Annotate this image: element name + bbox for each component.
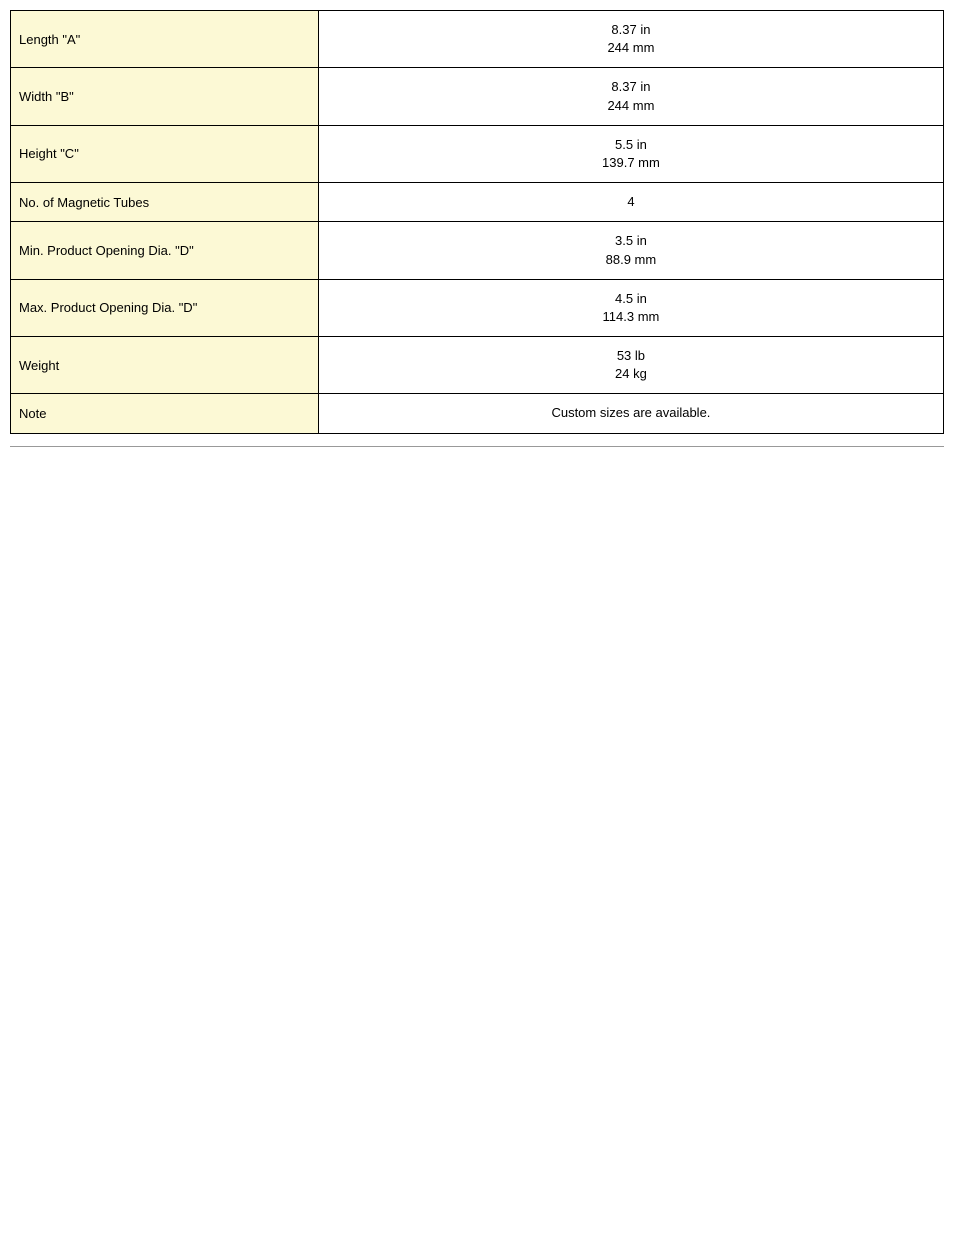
table-row: No. of Magnetic Tubes 4 bbox=[11, 183, 944, 222]
divider bbox=[10, 446, 944, 447]
table-row: Weight 53 lb 24 kg bbox=[11, 337, 944, 394]
table-row: Length "A" 8.37 in 244 mm bbox=[11, 11, 944, 68]
table-row: Note Custom sizes are available. bbox=[11, 394, 944, 433]
spec-value: Custom sizes are available. bbox=[318, 394, 943, 433]
table-row: Height "C" 5.5 in 139.7 mm bbox=[11, 125, 944, 182]
spec-value-line2: 114.3 mm bbox=[327, 308, 935, 326]
spec-value: 53 lb 24 kg bbox=[318, 337, 943, 394]
spec-value-line1: 8.37 in bbox=[327, 21, 935, 39]
spec-value: 4 bbox=[318, 183, 943, 222]
spec-value: 4.5 in 114.3 mm bbox=[318, 279, 943, 336]
table-row: Max. Product Opening Dia. "D" 4.5 in 114… bbox=[11, 279, 944, 336]
spec-value-line2: 244 mm bbox=[327, 39, 935, 57]
table-row: Width "B" 8.37 in 244 mm bbox=[11, 68, 944, 125]
spec-value: 3.5 in 88.9 mm bbox=[318, 222, 943, 279]
spec-value-line2: 244 mm bbox=[327, 97, 935, 115]
spec-value-line2: 88.9 mm bbox=[327, 251, 935, 269]
spec-value: 8.37 in 244 mm bbox=[318, 68, 943, 125]
spec-value-line1: 5.5 in bbox=[327, 136, 935, 154]
spec-value-line1: 53 lb bbox=[327, 347, 935, 365]
spec-value-line1: 3.5 in bbox=[327, 232, 935, 250]
spec-value-line2: 139.7 mm bbox=[327, 154, 935, 172]
specifications-table: Length "A" 8.37 in 244 mm Width "B" 8.37… bbox=[10, 10, 944, 434]
spec-value-line2: 24 kg bbox=[327, 365, 935, 383]
spec-value-line1: 8.37 in bbox=[327, 78, 935, 96]
spec-label: Min. Product Opening Dia. "D" bbox=[11, 222, 319, 279]
spec-value-line1: 4 bbox=[327, 193, 935, 211]
spec-label: Max. Product Opening Dia. "D" bbox=[11, 279, 319, 336]
spec-label: Width "B" bbox=[11, 68, 319, 125]
spec-value: 8.37 in 244 mm bbox=[318, 11, 943, 68]
spec-value: 5.5 in 139.7 mm bbox=[318, 125, 943, 182]
spec-label: No. of Magnetic Tubes bbox=[11, 183, 319, 222]
spec-label: Length "A" bbox=[11, 11, 319, 68]
spec-label: Note bbox=[11, 394, 319, 433]
spec-value-line1: 4.5 in bbox=[327, 290, 935, 308]
spec-value-line1: Custom sizes are available. bbox=[327, 404, 935, 422]
spec-label: Height "C" bbox=[11, 125, 319, 182]
table-row: Min. Product Opening Dia. "D" 3.5 in 88.… bbox=[11, 222, 944, 279]
spec-label: Weight bbox=[11, 337, 319, 394]
